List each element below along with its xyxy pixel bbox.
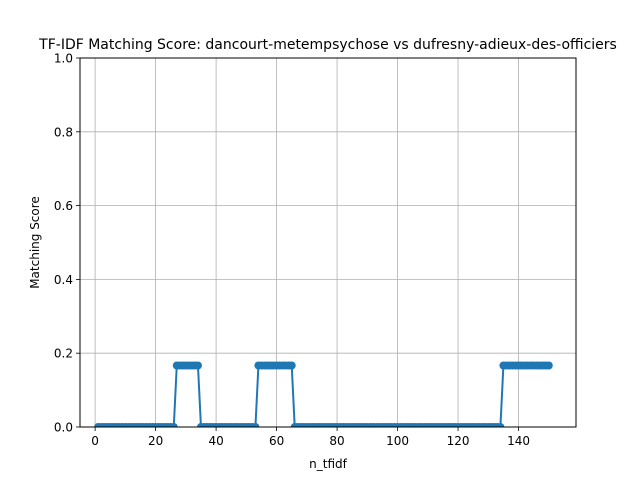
x-tick-label: 60 xyxy=(269,434,284,448)
x-tick-label: 40 xyxy=(208,434,223,448)
plot-frame xyxy=(79,57,577,428)
y-axis: 0.0 0.2 0.4 0.6 0.8 1.0 xyxy=(54,52,80,435)
y-tick-label: 0.2 xyxy=(54,347,73,361)
data-point xyxy=(193,361,202,370)
y-axis-label: Matching Score xyxy=(28,196,42,289)
y-tick-label: 0.0 xyxy=(54,421,73,435)
x-tick-label: 140 xyxy=(507,434,530,448)
x-tick-label: 120 xyxy=(447,434,470,448)
x-tick-label: 100 xyxy=(386,434,409,448)
x-tick-label: 80 xyxy=(329,434,344,448)
y-tick-label: 1.0 xyxy=(54,52,73,66)
series-line xyxy=(94,361,553,427)
data-point xyxy=(496,423,505,427)
data-point xyxy=(169,423,178,427)
x-axis-label: n_tfidf xyxy=(309,457,347,471)
chart-title: TF-IDF Matching Score: dancourt-metempsy… xyxy=(38,37,617,53)
x-tick-label: 20 xyxy=(148,434,163,448)
y-tick-label: 0.4 xyxy=(54,273,73,287)
y-tick-label: 0.6 xyxy=(54,199,73,213)
data-point xyxy=(544,361,553,370)
series-group xyxy=(94,361,553,427)
x-tick-label: 0 xyxy=(91,434,99,448)
x-axis: 0 20 40 60 80 100 120 140 xyxy=(91,427,530,448)
y-tick-label: 0.8 xyxy=(54,125,73,139)
data-point xyxy=(251,423,260,427)
data-point xyxy=(287,361,296,370)
